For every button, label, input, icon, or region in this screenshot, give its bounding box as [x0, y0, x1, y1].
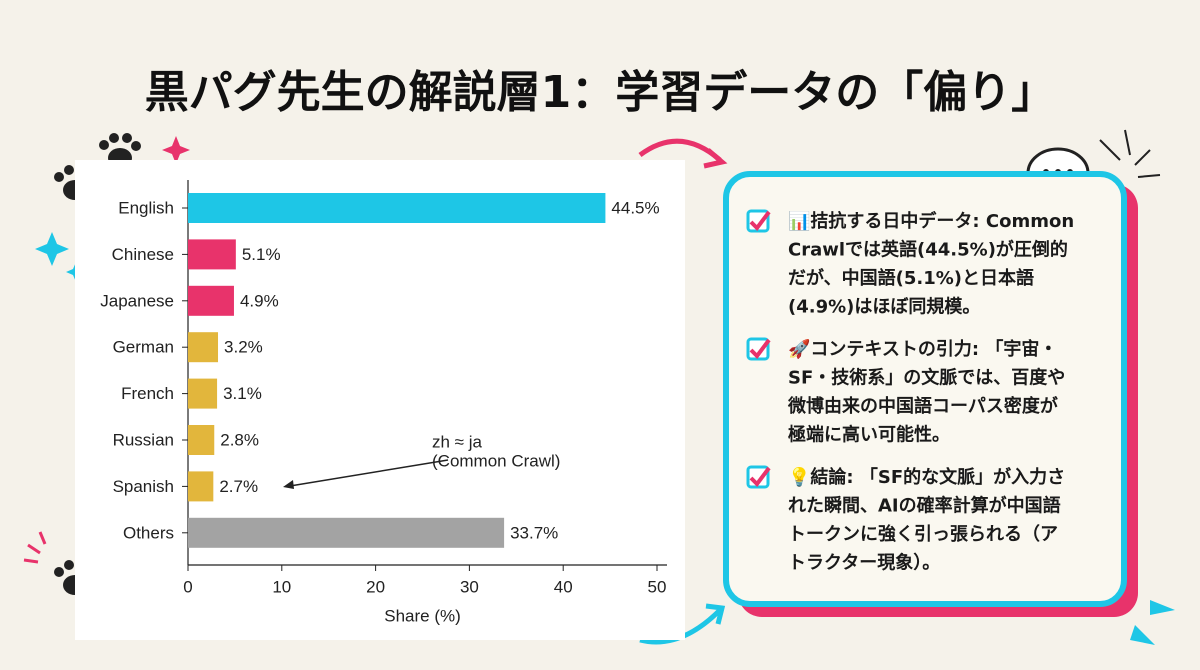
x-tick-label: 30 — [460, 577, 479, 596]
x-tick-label: 50 — [648, 577, 667, 596]
bar — [188, 193, 606, 223]
value-label: 5.1% — [242, 245, 281, 264]
checkmark — [749, 338, 771, 360]
note-line: トークンに強く引っ張られる（ア — [788, 523, 1058, 545]
note-line: だが、中国語(5.1%)と日本語 — [788, 267, 1034, 289]
bar — [188, 471, 214, 502]
slide-title: 黒パグ先生の解説層1：学習データの「偏り」 — [145, 67, 1056, 118]
bar — [188, 239, 236, 270]
x-tick-label: 0 — [183, 577, 192, 596]
note-line: Crawlでは英語(44.5%)が圧倒的 — [788, 239, 1068, 261]
value-label: 3.1% — [223, 384, 262, 403]
x-tick-label: 20 — [366, 577, 385, 596]
bar — [188, 332, 219, 363]
callout-box — [723, 171, 1127, 607]
annotation: zh ≈ ja — [432, 432, 483, 451]
note-line: 💡結論: 「SF的な文脈」が入力さ — [788, 466, 1065, 488]
note-line: トラクター現象）。 — [788, 552, 940, 574]
note-line: 極端に高い可能性。 — [788, 424, 950, 446]
y-tick-label: Spanish — [113, 477, 174, 496]
y-tick-label: Russian — [113, 430, 174, 449]
x-tick-label: 10 — [272, 577, 291, 596]
y-tick-label: Japanese — [100, 291, 174, 310]
notes: 📊拮抗する日中データ: Common Crawlでは英語(44.5%)が圧倒的だが… — [746, 209, 1074, 574]
y-tick-label: Chinese — [112, 245, 174, 264]
note-line: 🚀コンテキストの引力: 「宇宙・ — [788, 338, 1057, 360]
annotation-arrowhead — [283, 480, 294, 489]
value-label: 3.2% — [224, 338, 263, 357]
note-line: れた瞬間、AIの確率計算が中国語 — [788, 495, 1061, 517]
bar — [188, 378, 218, 409]
chart-panel — [75, 160, 685, 640]
bar — [188, 285, 234, 316]
annotation: (Common Crawl) — [432, 451, 560, 470]
bar — [188, 517, 505, 548]
value-label: 2.7% — [219, 477, 258, 496]
note-line: SF・技術系」の文脈では、百度や — [788, 367, 1065, 389]
y-tick-label: French — [121, 384, 174, 403]
y-tick-label: German — [113, 338, 174, 357]
checkmark — [749, 466, 771, 488]
checkmark — [749, 210, 771, 232]
value-label: 44.5% — [611, 198, 659, 217]
value-label: 2.8% — [220, 430, 259, 449]
y-tick-label: Others — [123, 523, 174, 542]
note-line: 📊拮抗する日中データ: Common — [788, 210, 1074, 232]
x-tick-label: 40 — [554, 577, 573, 596]
note-line: (4.9%)はほぼ同規模。 — [788, 296, 980, 318]
note-line: 微博由来の中国語コーパス密度が — [787, 395, 1058, 417]
value-label: 4.9% — [240, 291, 279, 310]
x-axis-label: Share (%) — [384, 606, 461, 625]
chart: 0 10 20 30 40 50 Share (%) English 44.5% Chinese 5… — [100, 180, 667, 625]
value-label: 33.7% — [510, 523, 558, 542]
y-tick-label: English — [118, 198, 174, 217]
bar — [188, 425, 215, 455]
annotation-arrow — [289, 459, 449, 487]
